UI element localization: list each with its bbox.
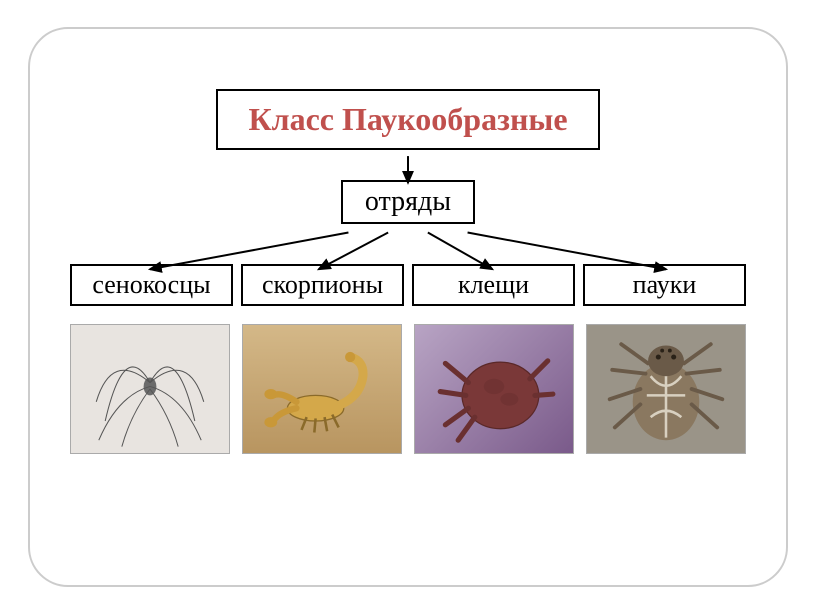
order-box-spiders: пауки [583,264,746,306]
image-mite [414,324,574,454]
spider-icon [587,325,745,453]
image-harvestman [70,324,230,454]
order-label: пауки [633,270,697,299]
order-label: скорпионы [262,270,383,299]
subtitle-box: отряды [341,180,475,224]
subtitle-text: отряды [365,186,451,217]
title-text: Класс Паукообразные [248,101,567,137]
title-box: Класс Паукообразные [216,89,599,150]
order-label: клещи [458,270,529,299]
scorpion-icon [243,325,401,453]
images-row [60,324,756,454]
image-spider [586,324,746,454]
order-box-mites: клещи [412,264,575,306]
order-label: сенокосцы [92,270,210,299]
order-box-harvestmen: сенокосцы [70,264,233,306]
orders-row: сенокосцы скорпионы клещи пауки [60,264,756,306]
mite-icon [415,325,573,453]
image-scorpion [242,324,402,454]
harvestman-icon [71,325,229,453]
diagram-frame: Класс Паукообразные отряды сенокосцы ско… [28,27,788,587]
order-box-scorpions: скорпионы [241,264,404,306]
